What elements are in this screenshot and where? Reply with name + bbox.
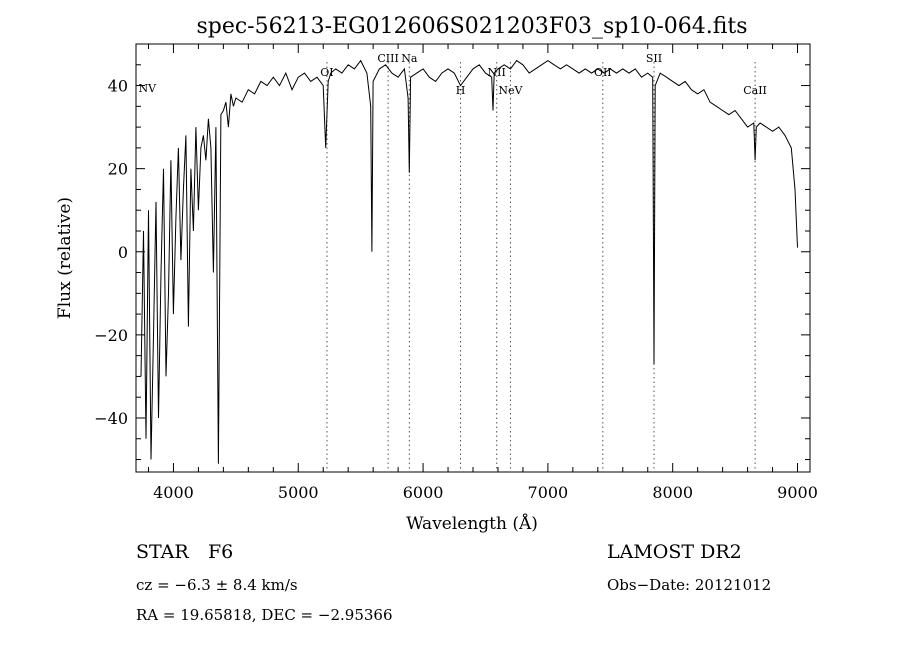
spectral-line-markers (326, 62, 756, 472)
survey-name: LAMOST DR2 (607, 541, 742, 563)
line-label-nii: NII (488, 66, 506, 79)
line-label-h: H (456, 84, 466, 97)
y-tick-label: 0 (118, 243, 128, 262)
line-label-ciii: CIII (377, 52, 398, 65)
line-label-na: Na (401, 52, 418, 65)
x-tick-label: 5000 (278, 483, 319, 502)
x-axis-ticks: 4000 5000 6000 7000 8000 9000 (147, 44, 818, 502)
redshift-value: cz = −6.3 ± 8.4 km/s (136, 576, 298, 594)
y-axis-title: Flux (relative) (55, 197, 75, 319)
y-tick-label: −20 (94, 326, 128, 345)
x-tick-label: 4000 (153, 483, 194, 502)
line-label-nv: NV (138, 82, 157, 95)
x-tick-label: 8000 (652, 483, 693, 502)
spectrum-series (140, 59, 798, 464)
spectrum-line-0 (140, 59, 798, 464)
observation-date: Obs−Date: 20121012 (607, 576, 771, 594)
y-tick-label: 40 (108, 77, 128, 96)
object-subclass: F6 (208, 541, 233, 563)
line-label-caii: CaII (743, 84, 767, 97)
line-label-nev: NeV (498, 84, 523, 97)
x-axis-title: Wavelength (Å) (406, 513, 538, 534)
x-tick-label: 7000 (528, 483, 569, 502)
y-tick-label: −40 (94, 409, 128, 428)
sky-coordinates: RA = 19.65818, DEC = −2.95366 (136, 606, 393, 624)
chart-title: spec-56213-EG012606S021203F03_sp10-064.f… (196, 14, 747, 39)
line-label-sii: SII (646, 52, 662, 65)
y-axis-ticks: −40 −20 0 20 40 (94, 43, 810, 461)
y-tick-label: 20 (108, 160, 128, 179)
x-tick-label: 9000 (777, 483, 818, 502)
plot-frame (135, 43, 811, 473)
object-class: STAR (136, 541, 189, 563)
x-tick-label: 6000 (403, 483, 444, 502)
